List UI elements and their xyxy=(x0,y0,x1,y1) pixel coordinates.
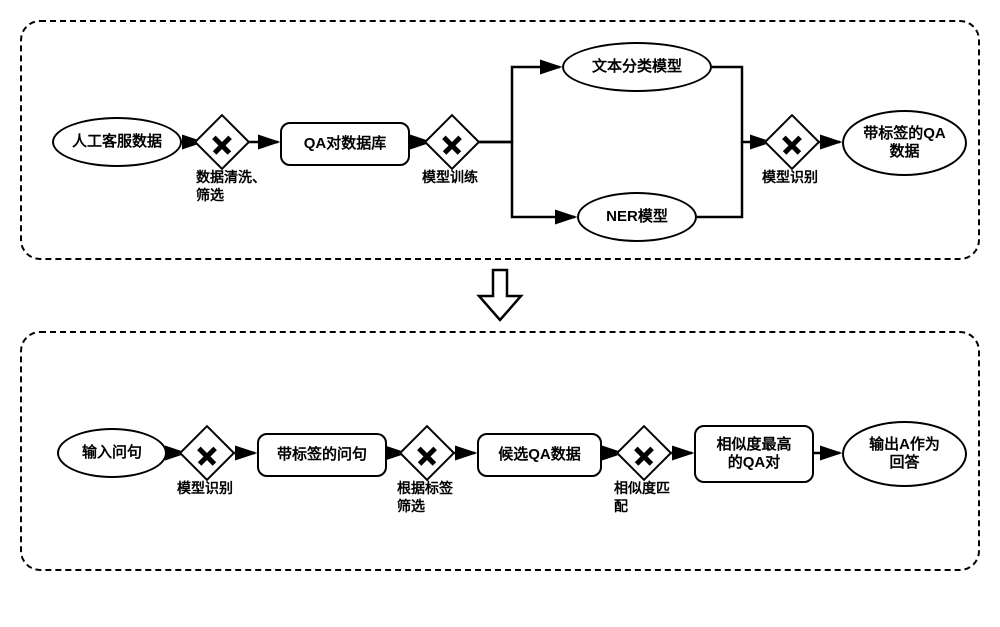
diamond-similarity-match: 相似度匹 配 xyxy=(624,433,664,473)
label: 带标签的问句 xyxy=(277,446,367,464)
node-ner-model: NER模型 xyxy=(577,192,697,242)
diamond-label: 根据标签 筛选 xyxy=(397,479,453,515)
diamond-label: 相似度匹 配 xyxy=(614,479,670,515)
diamond-recognize2: 模型识别 xyxy=(187,433,227,473)
label: 文本分类模型 xyxy=(592,58,682,76)
diamond-label: 数据清洗、 筛选 xyxy=(196,168,266,204)
diamond-filter-by-label: 根据标签 筛选 xyxy=(407,433,447,473)
node-qa-db: QA对数据库 xyxy=(280,122,410,166)
label: 候选QA数据 xyxy=(498,446,581,464)
node-labeled-qa-data: 带标签的QA 数据 xyxy=(842,110,967,176)
diamond-label: 模型识别 xyxy=(762,168,818,186)
top-panel: 人工客服数据 数据清洗、 筛选 QA对数据库 模型训练 文本分类模型 NER模型… xyxy=(20,20,980,260)
node-candidate-qa: 候选QA数据 xyxy=(477,433,602,477)
diamond-train: 模型训练 xyxy=(432,122,472,162)
label: 相似度最高 的QA对 xyxy=(716,436,791,472)
diamond-clean-filter: 数据清洗、 筛选 xyxy=(202,122,242,162)
node-output-answer: 输出A作为 回答 xyxy=(842,421,967,487)
node-manual-cs-data: 人工客服数据 xyxy=(52,117,182,167)
down-arrow xyxy=(20,268,980,323)
label: NER模型 xyxy=(606,208,668,226)
node-highest-sim-qa: 相似度最高 的QA对 xyxy=(694,425,814,483)
bottom-panel: 输入问句 模型识别 带标签的问句 根据标签 筛选 候选QA数据 相似度匹 配 相… xyxy=(20,331,980,571)
node-input-question: 输入问句 xyxy=(57,428,167,478)
diamond-label: 模型识别 xyxy=(177,479,233,497)
diamond-recognize: 模型识别 xyxy=(772,122,812,162)
label: QA对数据库 xyxy=(304,135,387,153)
label: 输入问句 xyxy=(82,444,142,462)
label: 带标签的QA 数据 xyxy=(863,125,946,161)
node-text-classify-model: 文本分类模型 xyxy=(562,42,712,92)
label: 人工客服数据 xyxy=(72,133,162,151)
diamond-label: 模型训练 xyxy=(422,168,478,186)
node-labeled-question: 带标签的问句 xyxy=(257,433,387,477)
label: 输出A作为 回答 xyxy=(869,436,940,472)
